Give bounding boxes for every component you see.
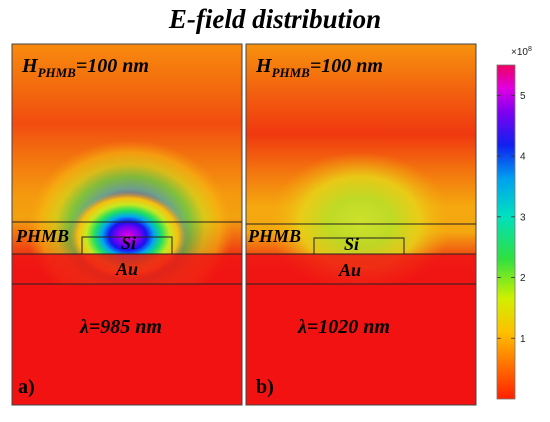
- thickness-label-a: HPHMB=100 nm: [21, 55, 149, 80]
- colorbar-tick-label: 5: [520, 91, 526, 102]
- metal-label-b: Au: [338, 260, 361, 280]
- colorbar-tick-label: 3: [520, 212, 526, 223]
- si-particle-a: [81, 236, 173, 255]
- figure-title: E-field distribution: [168, 4, 382, 34]
- colorbar-ticks: 5 4 3 2 1: [497, 91, 526, 345]
- panel-a: HPHMB=100 nm PHMB Si Au λ=985 nm a): [11, 43, 243, 406]
- particle-label-a: Si: [121, 233, 136, 253]
- metal-label-a: Au: [115, 259, 138, 279]
- polymer-label-b: PHMB: [247, 226, 301, 246]
- thickness-label-b: HPHMB=100 nm: [255, 55, 383, 80]
- metal-region-b: [246, 284, 476, 405]
- colorbar-tick-label: 2: [520, 273, 526, 284]
- panel-tag-b: b): [256, 376, 274, 398]
- panel-a-frame: [11, 43, 243, 406]
- colorbar-scale: [496, 64, 516, 400]
- wavelength-label-b: λ=1020 nm: [297, 316, 390, 338]
- colorbar: ×108 5 4 3 2 1: [496, 46, 532, 400]
- colorbar-multiplier: ×108: [511, 46, 532, 58]
- colorbar-tick-label: 4: [520, 152, 526, 163]
- wavelength-label-a: λ=985 nm: [79, 316, 162, 338]
- metal-region-a: [12, 284, 242, 405]
- polymer-label-a: PHMB: [15, 226, 69, 246]
- si-particle-b: [313, 237, 405, 255]
- panel-b: HPHMB=100 nm PHMB Si Au λ=1020 nm b): [245, 43, 477, 406]
- colorbar-tick-label: 1: [520, 334, 526, 345]
- panel-tag-a: a): [18, 376, 35, 398]
- particle-label-b: Si: [344, 234, 359, 254]
